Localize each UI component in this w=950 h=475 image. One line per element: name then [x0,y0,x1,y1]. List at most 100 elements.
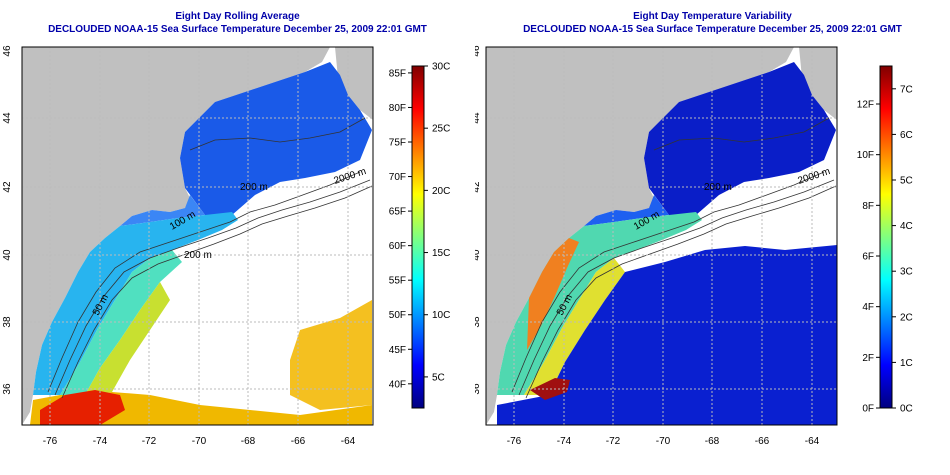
variability-field-high [524,258,625,395]
celsius-tick-label: 20C [432,186,450,197]
lon-tick-label: -64 [341,436,356,447]
lon-tick-label: -66 [291,436,306,447]
land-mass [799,47,837,120]
fahrenheit-tick-label: 4F [862,302,874,313]
fahrenheit-tick-label: 10F [857,150,874,161]
colorbar-scale [411,65,425,409]
fahrenheit-tick-label: 0F [862,404,874,415]
land-mass [486,47,794,425]
lon-tick-label: -68 [241,436,256,447]
panel-subtitle: DECLOUDED NOAA-15 Sea Surface Temperatur… [523,24,902,35]
lat-tick-label: 42 [475,181,482,193]
celsius-tick-label: 6C [900,130,913,141]
lat-tick-label: 40 [475,249,482,261]
fahrenheit-tick-label: 40F [389,379,406,390]
colorbar: 0F 2F 4F 6F 8F 10F 12F 0C 1C 2C 3C 4C 5C 6C 7C [857,65,913,415]
map-frame [485,46,838,426]
lon-tick-label: -68 [705,436,720,447]
lon-tick-label: -72 [142,436,157,447]
celsius-tick-label: 7C [900,84,913,95]
lat-tick-label: 36 [2,383,13,395]
celsius-tick-label: 5C [900,176,913,187]
variability-field-low [584,195,669,226]
lon-axis: -76 -74 -72 -70 -68 -66 -64 [507,436,820,447]
sst-field-warm [85,282,170,395]
contour-line [525,185,837,399]
map-frame [21,46,374,426]
fahrenheit-tick-label: 75F [389,138,406,149]
fahrenheit-tick-label: 70F [389,172,406,183]
land-mass [335,47,373,120]
lat-tick-label: 46 [475,45,482,57]
land-mass [22,47,330,425]
lat-tick-label: 44 [2,112,13,124]
sst-field-warm [290,300,372,410]
panel-title: Eight Day Temperature Variability [633,11,792,22]
lat-tick-label: 36 [475,383,482,395]
sst-field-gulfstream [40,390,125,425]
celsius-tick-label: 25C [432,124,450,135]
lon-tick-label: -76 [43,436,58,447]
celsius-tick-label: 3C [900,267,913,278]
contour-line [189,117,366,151]
contour-line [653,117,830,151]
fahrenheit-tick-label: 8F [862,201,874,212]
panel-temperature-variability: Eight Day Temperature Variability DECLOU… [475,0,950,475]
fahrenheit-tick-label: 45F [389,345,406,356]
celsius-tick-label: 15C [432,248,450,259]
lat-axis: 36 38 40 42 44 46 [2,45,13,395]
sst-field-cold [120,195,205,226]
lat-tick-label: 44 [475,112,482,124]
lon-tick-label: -64 [805,436,820,447]
contour-line [511,171,825,393]
lon-axis: -76 -74 -72 -70 -68 -66 -64 [43,436,356,447]
celsius-tick-label: 5C [432,372,445,383]
panel-title: Eight Day Rolling Average [175,11,300,22]
contour-line [54,179,371,396]
colorbar-scale [879,65,893,409]
celsius-tick-label: 4C [900,221,913,232]
lat-axis: 36 38 40 42 44 46 [475,45,482,395]
contour-line [61,185,373,399]
contour-label: 200 m [184,250,212,261]
panel-rolling-average: Eight Day Rolling Average DECLOUDED NOAA… [2,11,450,447]
sst-field-slope [60,250,182,395]
lat-tick-label: 42 [2,181,13,193]
lon-tick-label: -74 [557,436,572,447]
variability-field-low [497,245,837,425]
lon-tick-label: -72 [606,436,621,447]
lat-tick-label: 40 [2,249,13,261]
fahrenheit-tick-label: 80F [389,103,406,114]
colorbar: 40F 45F 50F 55F 60F 65F 70F 75F 80F 85F 5C 10C 15C 20… [389,62,450,409]
celsius-tick-label: 0C [900,404,913,415]
lon-tick-label: -70 [192,436,207,447]
fahrenheit-tick-label: 12F [857,100,874,111]
contour-label: 200 m [240,182,268,193]
celsius-tick-label: 2C [900,312,913,323]
contour-line [518,179,835,396]
fahrenheit-tick-label: 50F [389,310,406,321]
fahrenheit-tick-label: 85F [389,68,406,79]
sst-field-cold [180,62,372,215]
lat-tick-label: 38 [2,316,13,328]
fahrenheit-tick-label: 65F [389,207,406,218]
panel-subtitle: DECLOUDED NOAA-15 Sea Surface Temperatur… [48,24,427,35]
variability-map: 2000 m 200 m 100 m 50 m -76 -74 -72 -70 … [475,45,913,447]
sst-map: 2000 m 200 m 200 m 100 m 50 m -76 -74 -7… [2,45,450,447]
celsius-tick-label: 30C [432,62,450,73]
lat-tick-label: 46 [2,45,13,57]
fahrenheit-tick-label: 2F [862,353,874,364]
fahrenheit-tick-label: 60F [389,241,406,252]
celsius-tick-label: 1C [900,358,913,369]
lon-tick-label: -76 [507,436,522,447]
fahrenheit-tick-label: 55F [389,276,406,287]
variability-field-low [644,62,836,215]
lon-tick-label: -74 [93,436,108,447]
celsius-tick-label: 10C [432,310,450,321]
fahrenheit-tick-label: 6F [862,252,874,263]
contour-label: 200 m [704,182,732,193]
lon-tick-label: -66 [755,436,770,447]
lon-tick-label: -70 [656,436,671,447]
lat-tick-label: 38 [475,316,482,328]
contour-line [47,171,361,393]
